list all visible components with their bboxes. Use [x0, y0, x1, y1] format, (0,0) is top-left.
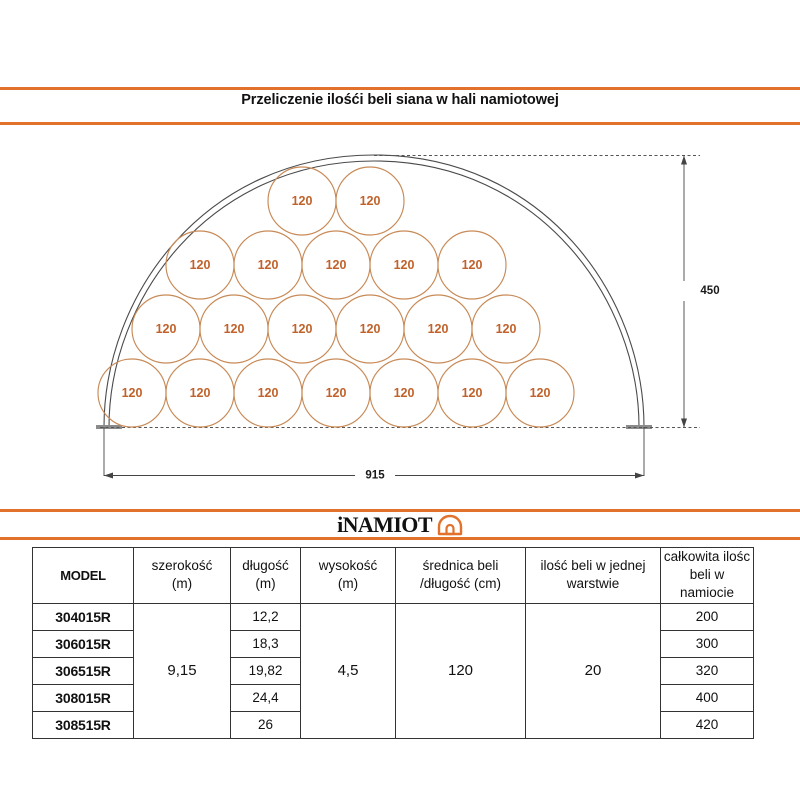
bale-label: 120 [258, 258, 279, 272]
bale-label: 120 [462, 258, 483, 272]
table-row: 306015R 18,3 300 [32, 629, 754, 658]
height-dim-arrow-bottom [681, 418, 687, 428]
width-dim-arrow-right [635, 472, 644, 479]
bale-label: 120 [292, 322, 313, 336]
brand-logo-text: iNAMIOT [337, 511, 433, 537]
width-dim-arrow-left [104, 472, 113, 479]
bale-label: 120 [428, 322, 449, 336]
cell-width-shared: 9,15 [133, 602, 231, 739]
bale-label: 120 [394, 258, 415, 272]
table-header-length: długość (m) [230, 547, 301, 604]
table-header-total-bales-l1: całkowita ilośc [663, 549, 751, 564]
title-rule-bottom [0, 122, 800, 125]
bale-circle-group [97, 166, 575, 428]
brand-logo[interactable]: iNAMIOT [0, 511, 800, 538]
bale-label: 120 [190, 258, 211, 272]
width-dim-label-bg [355, 466, 395, 485]
bale-label: 120 [190, 386, 211, 400]
cell-total-bales: 200 [660, 602, 754, 631]
bale-label: 120 [530, 386, 551, 400]
table-header-total-bales-l2: beli w namiocie [679, 567, 735, 601]
table-header-height-l2: (m) [337, 576, 359, 592]
bale-label: 120 [360, 194, 381, 208]
table-header-bale-diameter-l1: średnica beli [422, 558, 499, 574]
bale-label: 120 [326, 386, 347, 400]
title-rule-top [0, 87, 800, 90]
table-header-bale-diameter: średnica beli /długość (cm) [395, 547, 526, 604]
bale-label: 120 [496, 322, 517, 336]
table-row: 304015R 9,15 12,2 4,5 120 20 200 [32, 602, 754, 739]
cell-model: 308015R [32, 683, 134, 712]
width-dimension: 915 [103, 427, 645, 485]
bale-label: 120 [326, 258, 347, 272]
logo-rule-bottom [0, 537, 800, 540]
cell-model: 306515R [32, 656, 134, 685]
table-row: 308015R 24,4 400 [32, 683, 754, 712]
tent-arch-icon [437, 514, 463, 535]
tent-arch-inner [108, 160, 640, 428]
cell-model: 306015R [32, 629, 134, 658]
table-row: 306515R 19,82 320 [32, 656, 754, 685]
height-dim-label-bg [662, 281, 706, 301]
table-header-bales-per-layer-l1: ilość beli w jednej [540, 558, 646, 574]
brand-logo-lead: i [337, 511, 343, 537]
table-header-length-l2: (m) [255, 576, 276, 592]
cell-total-bales: 400 [660, 683, 754, 712]
cell-length: 26 [230, 710, 301, 739]
bale-label: 120 [292, 194, 313, 208]
table-header-length-l1: długość [242, 558, 289, 574]
table-header-width-l1: szerokość [151, 558, 213, 574]
table-header-total-bales: całkowita ilośc beli w namiocie [660, 547, 754, 604]
bale-label: 120 [462, 386, 483, 400]
cell-total-bales: 300 [660, 629, 754, 658]
table-header-model: MODEL [32, 547, 134, 604]
bale-label: 120 [156, 322, 177, 336]
height-dimension: 450 [662, 155, 720, 428]
bale-label: 120 [360, 322, 381, 336]
table-row: 308515R 26 420 [32, 710, 754, 739]
cell-bale-diameter-shared: 120 [395, 602, 526, 739]
cell-length: 12,2 [230, 602, 301, 631]
table-header-width: szerokość (m) [133, 547, 231, 604]
tent-cross-section-diagram: 120 120 120 120 120 120 120 120 120 120 … [0, 135, 800, 495]
page-title: Przeliczenie ilośći beli siana w hali na… [241, 92, 559, 108]
cell-height-shared: 4,5 [300, 602, 396, 739]
table-header-bales-per-layer-l2: warstwie [566, 576, 620, 592]
cell-length: 19,82 [230, 656, 301, 685]
diagram-svg: 120 120 120 120 120 120 120 120 120 120 … [96, 154, 720, 485]
table-header-height-l1: wysokość [318, 558, 378, 574]
bale-label: 120 [394, 386, 415, 400]
bale-label: 120 [122, 386, 143, 400]
bale-circle [335, 166, 405, 236]
bale-label: 120 [224, 322, 245, 336]
height-dim-label: 450 [700, 285, 719, 297]
base-plate-left [96, 425, 122, 429]
cell-bales-per-layer-shared: 20 [525, 602, 661, 739]
bale-circle [437, 230, 507, 300]
table-header-row: MODEL szerokość (m) długość (m) wysokość… [32, 547, 754, 604]
table-header-width-l2: (m) [171, 576, 193, 592]
cell-model: 308515R [32, 710, 134, 739]
logo-rule-top [0, 509, 800, 512]
bale-circle [505, 358, 575, 428]
brand-logo-name: NAMIOT [342, 511, 433, 537]
table-header-height: wysokość (m) [300, 547, 396, 604]
bale-label: 120 [258, 386, 279, 400]
specification-table: MODEL szerokość (m) długość (m) wysokość… [32, 547, 754, 739]
height-dim-arrow-top [681, 155, 687, 165]
cell-length: 18,3 [230, 629, 301, 658]
bale-label-group: 120 120 120 120 120 120 120 120 120 120 … [122, 194, 551, 400]
cell-model: 304015R [32, 602, 134, 631]
table-header-model-l1: MODEL [60, 567, 106, 583]
cell-length: 24,4 [230, 683, 301, 712]
table-header-bales-per-layer: ilość beli w jednej warstwie [525, 547, 661, 604]
cell-total-bales: 420 [660, 710, 754, 739]
width-dim-label: 915 [365, 470, 385, 482]
cell-total-bales: 320 [660, 656, 754, 685]
bale-circle [471, 294, 541, 364]
table-header-bale-diameter-l2: /długość (cm) [419, 576, 502, 592]
